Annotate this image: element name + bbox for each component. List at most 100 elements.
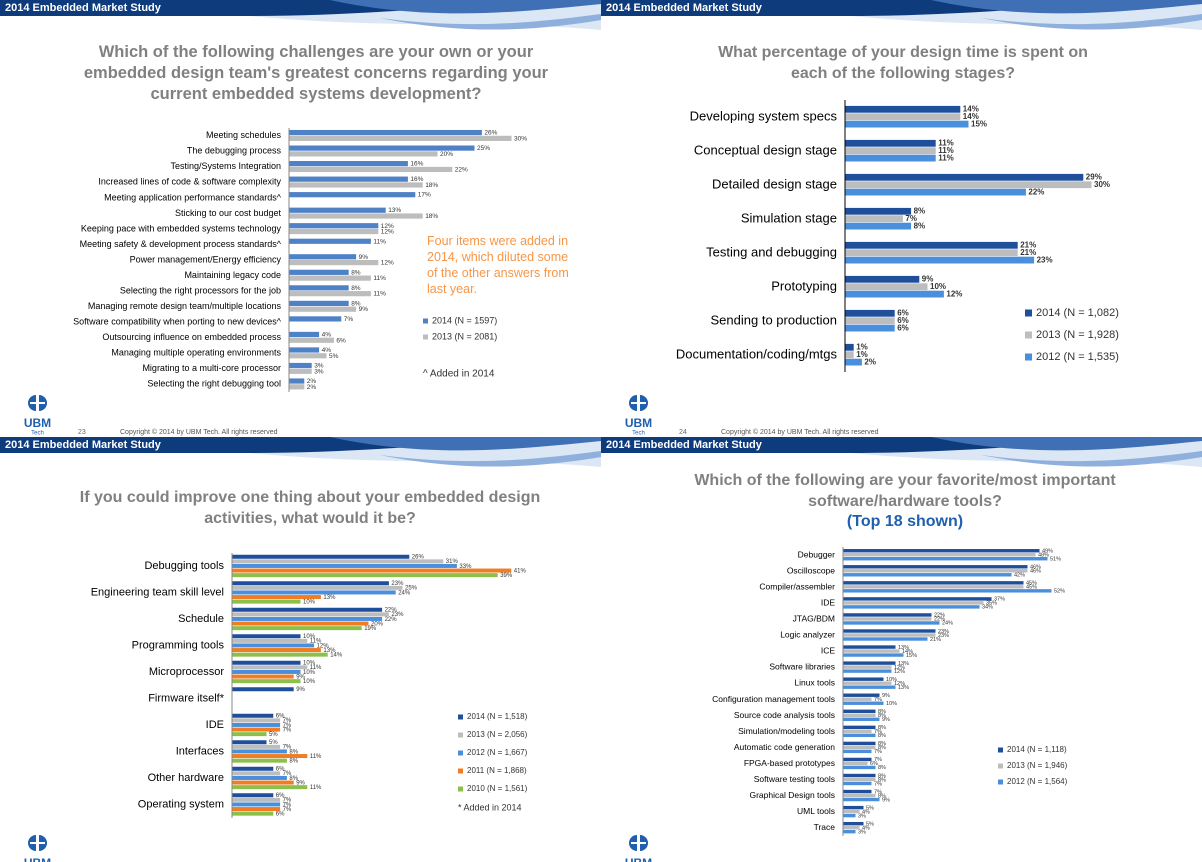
category-label: Testing/Systems Integration — [170, 161, 281, 171]
legend-swatch — [1025, 353, 1032, 361]
value-label: 7% — [344, 316, 354, 323]
bar — [232, 727, 281, 732]
bar — [289, 331, 320, 338]
value-label: 20% — [371, 621, 384, 627]
bar — [843, 829, 856, 834]
bar — [845, 309, 895, 317]
value-label: 13% — [323, 595, 336, 601]
header-title: 2014 Embedded Market Study — [5, 439, 162, 451]
bar — [232, 807, 281, 812]
value-label: 8% — [878, 765, 886, 771]
bar — [843, 601, 984, 605]
value-label: 8% — [878, 793, 886, 799]
bar — [845, 113, 961, 121]
slide: 2014 Embedded Market Study Debugging tool… — [0, 437, 601, 862]
bar — [289, 182, 423, 188]
slide-title: Which of the following are your favorite… — [694, 472, 1116, 510]
legend-label: 2013 (N = 2,056) — [467, 730, 528, 739]
bar — [843, 825, 860, 830]
category-label: FPGA-based prototypes — [744, 758, 835, 768]
legend-label: 2013 (N = 2081) — [432, 331, 497, 341]
bar — [232, 607, 383, 612]
bar — [289, 269, 349, 275]
value-label: 21% — [1020, 241, 1036, 250]
bar — [843, 681, 892, 685]
value-label: 12% — [946, 290, 962, 299]
value-label: 7% — [283, 807, 292, 813]
bar — [843, 645, 896, 649]
bar — [843, 585, 1024, 589]
value-label: 5% — [269, 740, 278, 746]
value-label: 9% — [296, 687, 305, 693]
value-label: 9% — [359, 306, 369, 313]
bar — [843, 697, 872, 701]
logo-subtext: Tech — [31, 431, 44, 437]
category-label: Sticking to our cost budget — [175, 208, 282, 218]
value-label: 11% — [938, 146, 954, 155]
bar — [845, 343, 854, 351]
value-label: 3% — [858, 829, 866, 835]
footnote: ^ Added in 2014 — [423, 369, 495, 380]
bar — [232, 626, 362, 631]
page-number: 23 — [78, 429, 86, 436]
value-label: 49% — [1042, 548, 1053, 554]
value-label: 21% — [930, 637, 941, 643]
category-label: Microprocessor — [149, 666, 225, 678]
bar — [289, 166, 453, 173]
value-label: 9% — [922, 275, 934, 284]
value-label: 8% — [878, 745, 886, 751]
bar — [289, 353, 327, 359]
value-label: 4% — [862, 825, 870, 831]
value-label: 7% — [283, 798, 292, 804]
value-label: 8% — [878, 725, 886, 731]
bar — [843, 797, 880, 802]
category-label: Schedule — [178, 613, 224, 625]
bar — [845, 188, 1026, 196]
category-label: Testing and debugging — [706, 244, 837, 259]
slide-title: If you could improve one thing about you… — [79, 489, 541, 527]
bar — [232, 732, 267, 737]
bar — [232, 793, 274, 798]
category-label: Engineering team skill level — [91, 587, 224, 599]
bar — [232, 568, 512, 573]
value-label: 8% — [878, 709, 886, 715]
bar — [232, 554, 410, 559]
category-label: ICE — [821, 646, 836, 656]
bar — [845, 215, 903, 223]
value-label: 42% — [1014, 573, 1025, 579]
header-swoosh — [981, 14, 1202, 30]
value-label: 3% — [314, 363, 324, 370]
value-label: 9% — [882, 717, 890, 723]
bar — [232, 585, 403, 590]
bar — [289, 337, 334, 343]
header-swoosh — [981, 451, 1202, 467]
bar — [843, 773, 876, 778]
bar — [843, 713, 876, 717]
category-label: Operating system — [138, 799, 224, 811]
bar — [289, 275, 371, 281]
value-label: 6% — [276, 793, 285, 799]
bar — [232, 599, 301, 604]
bar — [232, 766, 274, 771]
slide-canvas: 2014 Embedded Market Study Debugger 49%48%… — [601, 437, 1202, 862]
bar — [843, 649, 900, 653]
value-label: 8% — [289, 749, 298, 755]
value-label: 25% — [405, 586, 418, 592]
bar — [232, 749, 287, 754]
value-label: 31% — [446, 559, 459, 565]
bar — [289, 384, 305, 390]
value-label: 7% — [874, 729, 882, 735]
category-label: Power management/Energy efficiency — [130, 254, 282, 264]
value-label: 10% — [303, 634, 316, 640]
value-label: 2% — [307, 384, 317, 391]
bar — [843, 793, 876, 798]
bar — [843, 589, 1052, 593]
legend-swatch — [458, 750, 463, 756]
category-label: Interfaces — [176, 746, 225, 758]
value-label: 45% — [1026, 581, 1037, 587]
legend-label: 2012 (N = 1,564) — [1007, 777, 1068, 786]
page-number: 24 — [679, 429, 687, 436]
footnote: * Added in 2014 — [458, 802, 522, 812]
value-label: 10% — [303, 600, 316, 606]
bar — [843, 725, 876, 730]
